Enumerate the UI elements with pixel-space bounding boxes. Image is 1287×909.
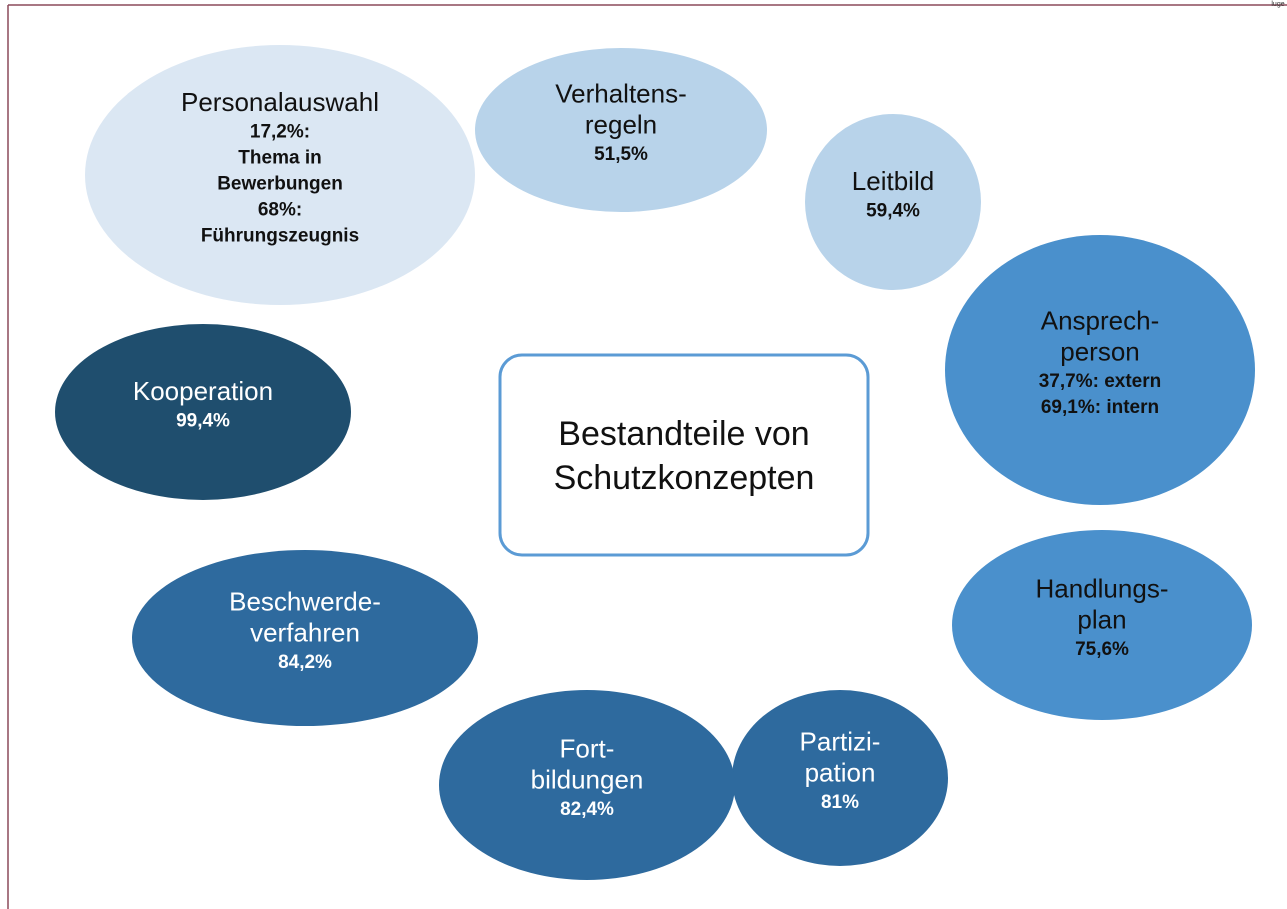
node-title: Partizi- xyxy=(800,726,881,756)
node-title: person xyxy=(1060,336,1140,366)
node-detail: 17,2%: xyxy=(250,122,310,143)
node-detail: 51,5% xyxy=(594,144,648,165)
node-detail: 68%: xyxy=(258,200,302,221)
node-title: pation xyxy=(805,757,876,787)
node-ellipse xyxy=(945,235,1255,505)
node-detail: Bewerbungen xyxy=(217,174,343,195)
node-ellipse xyxy=(132,550,478,726)
node-detail: 99,4% xyxy=(176,411,230,432)
node-title: Fort- xyxy=(560,733,615,763)
node-title: Kooperation xyxy=(133,376,273,406)
node-detail: Thema in xyxy=(238,148,321,169)
node-ellipse xyxy=(475,48,767,212)
node-ellipse xyxy=(952,530,1252,720)
node-title: bildungen xyxy=(531,764,644,794)
node-title: Personalauswahl xyxy=(181,87,379,117)
node-title: regeln xyxy=(585,109,657,139)
node-title: Beschwerde- xyxy=(229,586,381,616)
node-ellipse xyxy=(85,45,475,305)
node-ellipse xyxy=(732,690,948,866)
node-ellipse xyxy=(439,690,735,880)
node-detail: 69,1%: intern xyxy=(1041,397,1159,418)
center-label: Schutzkonzepten xyxy=(554,459,815,497)
node-title: Leitbild xyxy=(852,166,934,196)
node-title: verfahren xyxy=(250,617,360,647)
corner-text: luge xyxy=(1271,1,1284,8)
node-detail: 82,4% xyxy=(560,799,614,820)
center-box xyxy=(498,353,870,557)
node-title: Ansprech- xyxy=(1041,305,1160,335)
node-detail: 37,7%: extern xyxy=(1039,371,1162,392)
center-label: Bestandteile von xyxy=(558,415,809,453)
node-title: Handlungs- xyxy=(1036,573,1169,603)
node-title: Verhaltens- xyxy=(555,78,687,108)
node-detail: 59,4% xyxy=(866,201,920,222)
node-ellipse xyxy=(805,114,981,290)
node-detail: Führungszeugnis xyxy=(201,226,359,247)
node-detail: 84,2% xyxy=(278,652,332,673)
node-detail: 81% xyxy=(821,792,859,813)
node-ellipse xyxy=(55,324,351,500)
node-detail: 75,6% xyxy=(1075,639,1129,660)
node-title: plan xyxy=(1077,604,1126,634)
